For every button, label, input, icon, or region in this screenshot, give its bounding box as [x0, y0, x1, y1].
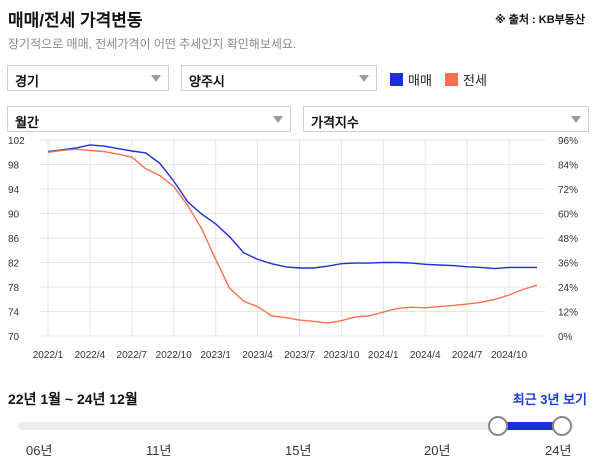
x-tick-label: 2023/10	[323, 350, 360, 361]
city-select-value: 양주시	[189, 74, 225, 89]
chevron-down-icon	[151, 75, 161, 82]
series-line-sale	[47, 144, 537, 270]
y-tick-label: 86	[8, 234, 20, 245]
range-slider-fill	[498, 422, 562, 430]
chart-lines	[47, 144, 538, 324]
y-right-tick-label: 72%	[558, 185, 578, 196]
chart-grid	[40, 139, 545, 337]
period-select-value: 월간	[15, 115, 39, 130]
legend-swatch-sale	[390, 73, 403, 86]
price-chart: 102 98 94 90 86 82 78 74 70 96% 84% 72% 60% 48% 36% 24…	[8, 136, 578, 361]
source-label: ※ 출처 : KB부동산	[494, 14, 585, 26]
x-tick-label: 2023/1	[200, 350, 231, 361]
y-tick-label: 90	[8, 210, 20, 221]
range-label: 22년 1월 ~ 24년 12월	[8, 391, 138, 407]
page-title: 매매/전세 가격변동	[8, 11, 143, 30]
metric-select-value: 가격지수	[311, 115, 359, 130]
y-tick-label: 82	[8, 259, 20, 270]
x-tick-label: 2023/4	[242, 350, 273, 361]
slider-tick-label: 11년	[146, 443, 172, 458]
metric-select[interactable]: 가격지수	[303, 106, 589, 132]
y-right-tick-label: 96%	[558, 136, 578, 147]
legend-swatch-jeonse	[445, 73, 458, 86]
y-tick-label: 102	[8, 136, 25, 147]
range-slider-start-handle[interactable]	[488, 416, 508, 436]
chevron-down-icon	[273, 116, 283, 123]
city-select[interactable]: 양주시	[181, 65, 377, 91]
y-right-tick-label: 36%	[558, 259, 578, 270]
x-tick-label: 2023/7	[284, 350, 315, 361]
range-slider-track[interactable]	[18, 422, 574, 430]
legend-label-jeonse: 전세	[463, 73, 487, 88]
y-right-tick-label: 48%	[558, 234, 578, 245]
x-tick-label: 2022/7	[117, 350, 148, 361]
range-slider-end-handle[interactable]	[552, 416, 572, 436]
legend-item-sale[interactable]: 매매	[390, 70, 432, 89]
x-tick-label: 2024/4	[410, 350, 441, 361]
legend-label-sale: 매매	[408, 73, 432, 88]
slider-tick-label: 24년	[545, 443, 572, 458]
y-tick-label: 70	[8, 332, 20, 343]
slider-tick-label: 06년	[26, 443, 53, 458]
x-tick-label: 2024/7	[452, 350, 483, 361]
y-tick-label: 78	[8, 283, 20, 294]
y-tick-label: 74	[8, 308, 20, 319]
y-right-tick-label: 0%	[558, 332, 573, 343]
x-tick-label: 2024/1	[368, 350, 399, 361]
x-axis: 2022/1 2022/4 2022/7 2022/10 2023/1 2023/4 202…	[33, 350, 528, 361]
x-tick-label: 2024/10	[491, 350, 528, 361]
y-tick-label: 98	[8, 161, 20, 172]
y-axis-left: 102 98 94 90 86 82 78 74 70	[8, 136, 25, 343]
chevron-down-icon	[571, 116, 581, 123]
region-select[interactable]: 경기	[7, 65, 169, 91]
y-right-tick-label: 60%	[558, 210, 578, 221]
series-line-jeonse	[47, 148, 538, 324]
legend-item-jeonse[interactable]: 전세	[445, 70, 487, 89]
chevron-down-icon	[359, 75, 369, 82]
y-right-tick-label: 24%	[558, 283, 578, 294]
recent-3-years-button[interactable]: 최근 3년 보기	[512, 392, 587, 407]
page-subtitle: 장기적으로 매매, 전세가격이 어떤 추세인지 확인해보세요.	[8, 37, 297, 51]
x-tick-label: 2022/4	[75, 350, 106, 361]
y-axis-right: 96% 84% 72% 60% 48% 36% 24% 12% 0%	[558, 136, 578, 343]
x-tick-label: 2022/1	[33, 350, 64, 361]
slider-tick-label: 15년	[285, 443, 312, 458]
x-tick-label: 2022/10	[156, 350, 193, 361]
region-select-value: 경기	[15, 74, 39, 89]
y-right-tick-label: 12%	[558, 308, 578, 319]
y-right-tick-label: 84%	[558, 161, 578, 172]
period-select[interactable]: 월간	[7, 106, 291, 132]
slider-tick-label: 20년	[424, 443, 451, 458]
y-tick-label: 94	[8, 185, 20, 196]
